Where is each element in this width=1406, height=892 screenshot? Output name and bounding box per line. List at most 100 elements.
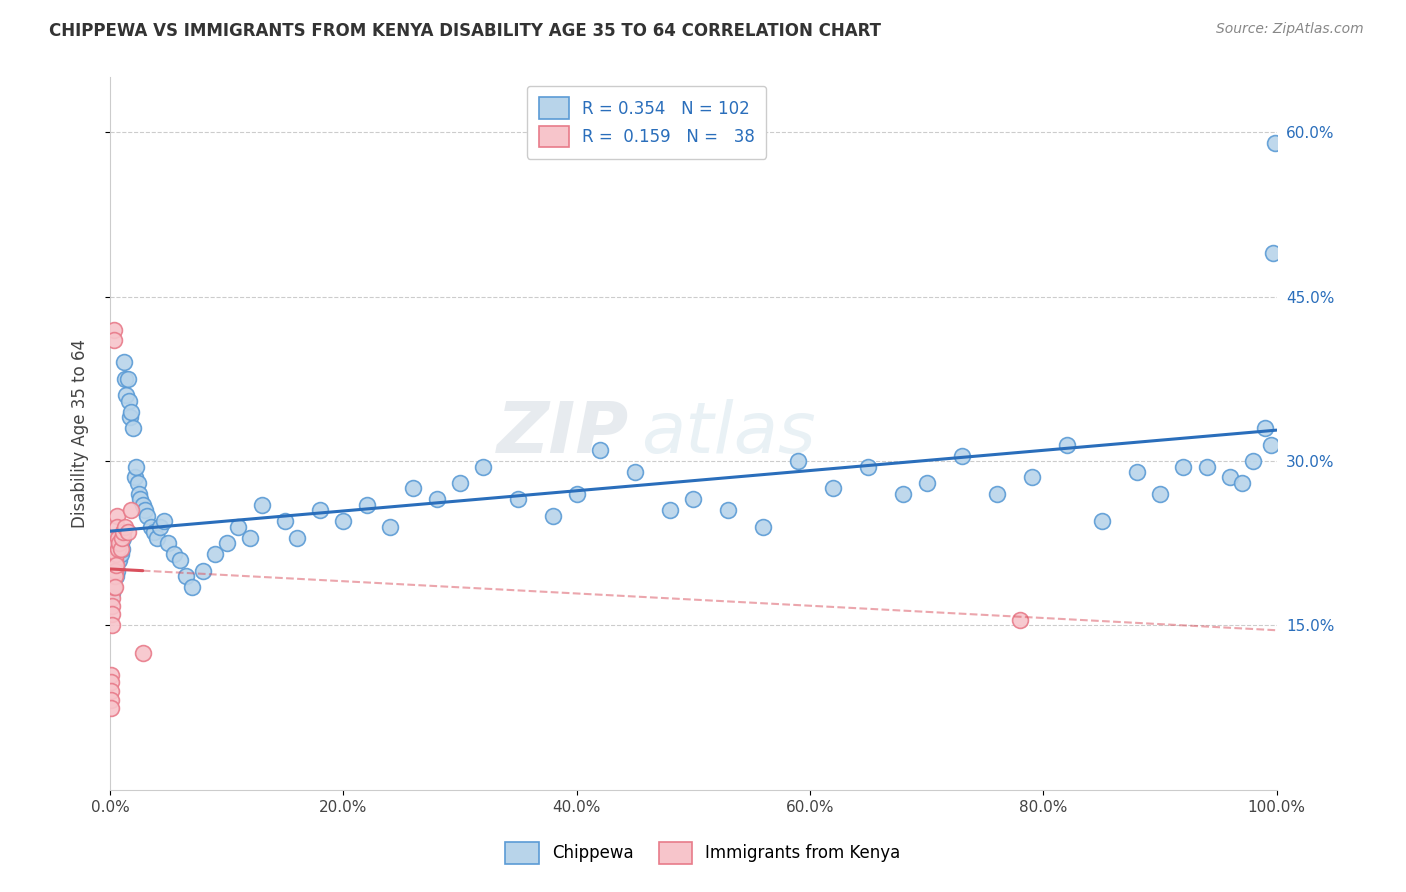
Point: [332, 514, 354, 528]
Point: [101, 574, 124, 589]
Point: [104, 569, 127, 583]
Point: [752, 520, 775, 534]
Point: [103, 552, 125, 566]
Point: [543, 508, 565, 523]
Point: [101, 591, 124, 605]
Point: [1241, 454, 1264, 468]
Point: [1021, 470, 1043, 484]
Point: [105, 508, 128, 523]
Point: [858, 459, 880, 474]
Point: [239, 531, 262, 545]
Point: [1219, 470, 1241, 484]
Point: [823, 482, 845, 496]
Point: [356, 498, 378, 512]
Point: [104, 569, 127, 583]
Point: [1195, 459, 1218, 474]
Point: [101, 607, 124, 622]
Point: [285, 531, 308, 545]
Point: [111, 531, 134, 545]
Point: [132, 498, 155, 512]
Point: [891, 487, 914, 501]
Text: atlas: atlas: [641, 399, 815, 468]
Point: [108, 541, 131, 556]
Point: [1090, 514, 1112, 528]
Point: [101, 580, 124, 594]
Point: [1125, 465, 1147, 479]
Point: [1173, 459, 1195, 474]
Point: [149, 520, 172, 534]
Point: [100, 700, 122, 714]
Point: [103, 569, 125, 583]
Point: [114, 520, 136, 534]
Point: [101, 569, 124, 583]
Point: [402, 482, 425, 496]
Point: [125, 459, 148, 474]
Point: [128, 487, 150, 501]
Point: [100, 693, 122, 707]
Point: [136, 508, 159, 523]
Point: [143, 525, 166, 540]
Point: [124, 470, 146, 484]
Point: [472, 459, 495, 474]
Point: [104, 552, 127, 566]
Point: [682, 492, 704, 507]
Point: [1260, 437, 1282, 451]
Point: [110, 541, 132, 556]
Point: [104, 558, 127, 573]
Point: [103, 334, 125, 348]
Point: [100, 558, 122, 573]
Y-axis label: Disability Age 35 to 64: Disability Age 35 to 64: [72, 339, 89, 528]
Point: [103, 569, 125, 583]
Point: [204, 547, 226, 561]
Point: [118, 393, 141, 408]
Point: [104, 541, 127, 556]
Point: [108, 552, 131, 566]
Point: [117, 372, 139, 386]
Point: [426, 492, 449, 507]
Point: [110, 547, 132, 561]
Point: [100, 667, 122, 681]
Point: [101, 552, 124, 566]
Point: [717, 503, 740, 517]
Point: [103, 580, 125, 594]
Point: [110, 536, 132, 550]
Point: [132, 646, 155, 660]
Text: ZIP: ZIP: [496, 399, 628, 468]
Point: [1264, 136, 1286, 151]
Point: [104, 558, 127, 573]
Point: [107, 531, 129, 545]
Point: [107, 536, 129, 550]
Point: [104, 536, 127, 550]
Point: [105, 520, 128, 534]
Point: [589, 443, 612, 458]
Point: [659, 503, 682, 517]
Point: [193, 564, 215, 578]
Point: [112, 355, 135, 369]
Point: [101, 585, 124, 599]
Point: [309, 503, 332, 517]
Point: [104, 564, 127, 578]
Point: [163, 547, 186, 561]
Point: [122, 421, 145, 435]
Point: [228, 520, 250, 534]
Point: [1261, 245, 1284, 260]
Point: [787, 454, 810, 468]
Point: [274, 514, 297, 528]
Point: [104, 547, 127, 561]
Point: [915, 475, 938, 490]
Point: [118, 410, 141, 425]
Point: [104, 580, 127, 594]
Point: [1149, 487, 1171, 501]
Legend: Chippewa, Immigrants from Kenya: Chippewa, Immigrants from Kenya: [499, 836, 907, 871]
Text: CHIPPEWA VS IMMIGRANTS FROM KENYA DISABILITY AGE 35 TO 64 CORRELATION CHART: CHIPPEWA VS IMMIGRANTS FROM KENYA DISABI…: [49, 22, 882, 40]
Point: [101, 618, 124, 632]
Point: [111, 541, 134, 556]
Point: [120, 405, 142, 419]
Point: [1008, 613, 1031, 627]
Point: [104, 552, 127, 566]
Legend: R = 0.354   N = 102, R =  0.159   N =   38: R = 0.354 N = 102, R = 0.159 N = 38: [527, 86, 766, 159]
Point: [565, 487, 588, 501]
Point: [378, 520, 401, 534]
Text: Source: ZipAtlas.com: Source: ZipAtlas.com: [1216, 22, 1364, 37]
Point: [105, 552, 128, 566]
